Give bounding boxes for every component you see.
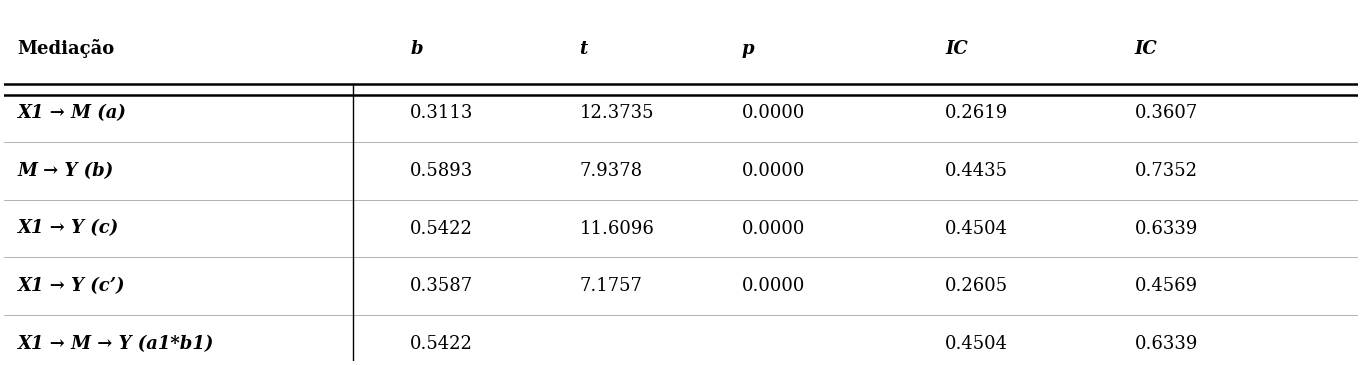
Text: M → Y (b): M → Y (b) xyxy=(18,162,114,180)
Text: IC: IC xyxy=(945,40,968,58)
Text: 0.3113: 0.3113 xyxy=(410,104,474,122)
Text: 0.5422: 0.5422 xyxy=(410,335,473,353)
Text: X1 → Y (c’): X1 → Y (c’) xyxy=(18,277,125,295)
Text: 0.0000: 0.0000 xyxy=(742,104,805,122)
Text: 0.5422: 0.5422 xyxy=(410,219,473,238)
Text: 0.2605: 0.2605 xyxy=(945,277,1008,295)
Text: b: b xyxy=(410,40,422,58)
Text: 0.4504: 0.4504 xyxy=(945,219,1008,238)
Text: 0.6339: 0.6339 xyxy=(1135,335,1197,353)
Text: X1 → M → Y (a1*b1): X1 → M → Y (a1*b1) xyxy=(18,335,214,353)
Text: IC: IC xyxy=(1135,40,1158,58)
Text: 0.2619: 0.2619 xyxy=(945,104,1008,122)
Text: 0.4569: 0.4569 xyxy=(1135,277,1197,295)
Text: 0.3607: 0.3607 xyxy=(1135,104,1197,122)
Text: 0.4435: 0.4435 xyxy=(945,162,1008,180)
Text: 11.6096: 11.6096 xyxy=(579,219,654,238)
Text: 12.3735: 12.3735 xyxy=(579,104,654,122)
Text: X1 → Y (c): X1 → Y (c) xyxy=(18,219,118,238)
Text: 0.7352: 0.7352 xyxy=(1135,162,1197,180)
Text: 0.0000: 0.0000 xyxy=(742,162,805,180)
Text: 7.1757: 7.1757 xyxy=(579,277,643,295)
Text: 0.6339: 0.6339 xyxy=(1135,219,1197,238)
Text: 7.9378: 7.9378 xyxy=(579,162,643,180)
Text: 0.0000: 0.0000 xyxy=(742,219,805,238)
Text: 0.3587: 0.3587 xyxy=(410,277,474,295)
Text: t: t xyxy=(579,40,588,58)
Text: X1 → M (a): X1 → M (a) xyxy=(18,104,127,122)
Text: 0.0000: 0.0000 xyxy=(742,277,805,295)
Text: p: p xyxy=(742,40,755,58)
Text: 0.5893: 0.5893 xyxy=(410,162,474,180)
Text: Mediação: Mediação xyxy=(18,39,114,58)
Text: 0.4504: 0.4504 xyxy=(945,335,1008,353)
